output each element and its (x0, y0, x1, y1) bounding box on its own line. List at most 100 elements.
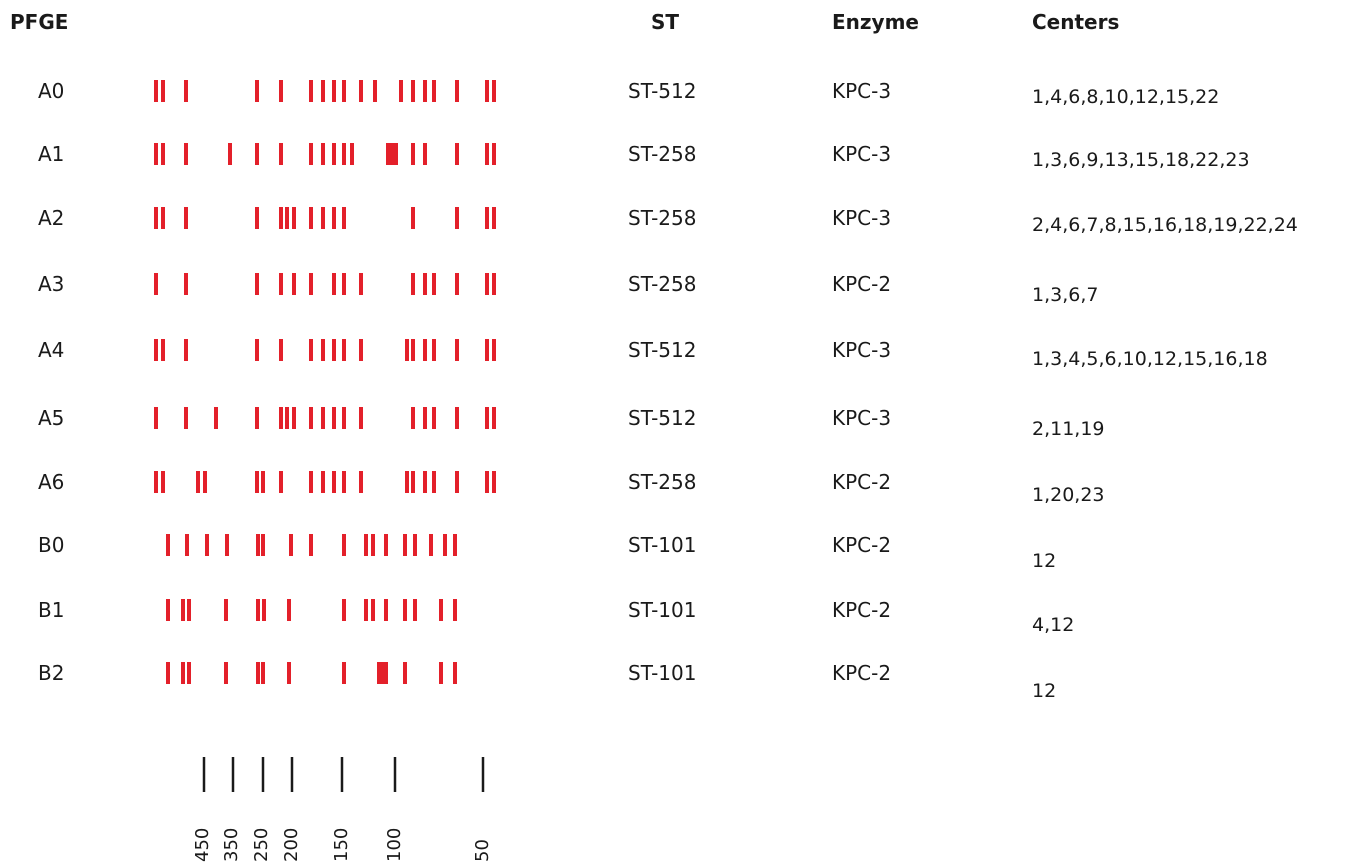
gel-band (432, 80, 436, 102)
isolate-name: A1 (38, 142, 65, 166)
gel-band (287, 662, 291, 684)
gel-band (309, 534, 313, 556)
gel-band (359, 407, 363, 429)
gel-band (321, 471, 325, 493)
st-value: ST-258 (628, 272, 697, 296)
gel-band (332, 80, 336, 102)
st-value: ST-512 (628, 338, 697, 362)
gel-band (485, 143, 489, 165)
isolate-name: A5 (38, 406, 65, 430)
gel-band (411, 207, 415, 229)
gel-band (373, 80, 377, 102)
centers-value: 2,11,19 (1032, 418, 1105, 440)
centers-value: 12 (1032, 680, 1057, 702)
gel-band (342, 407, 346, 429)
gel-band (359, 471, 363, 493)
enzyme-value: KPC-3 (832, 79, 892, 103)
isolate-name: A2 (38, 206, 65, 230)
isolate-name: A3 (38, 272, 65, 296)
gel-band (256, 662, 260, 684)
gel-band (214, 407, 218, 429)
centers-value: 1,3,4,5,6,10,12,15,16,18 (1032, 348, 1268, 370)
gel-band (492, 471, 496, 493)
gel-band (411, 339, 415, 361)
centers-value: 12 (1032, 550, 1057, 572)
isolate-name: B1 (38, 598, 65, 622)
gel-band (187, 662, 191, 684)
gel-band (364, 534, 368, 556)
isolate-name: B2 (38, 661, 65, 685)
gel-band (154, 471, 158, 493)
gel-band (342, 80, 346, 102)
gel-band (255, 207, 259, 229)
gel-band (161, 80, 165, 102)
gel-band (292, 207, 296, 229)
gel-band (261, 534, 265, 556)
gel-band (332, 273, 336, 295)
enzyme-value: KPC-3 (832, 142, 892, 166)
gel-band (187, 599, 191, 621)
gel-band (184, 339, 188, 361)
gel-band (279, 339, 283, 361)
gel-band (439, 599, 443, 621)
gel-band (289, 534, 293, 556)
enzyme-value: KPC-2 (832, 598, 892, 622)
gel-band (255, 339, 259, 361)
gel-band (453, 599, 457, 621)
gel-band (181, 599, 185, 621)
gel-band (403, 534, 407, 556)
gel-band (342, 471, 346, 493)
centers-value: 1,20,23 (1032, 484, 1105, 506)
gel-band (184, 80, 188, 102)
enzyme-value: KPC-2 (832, 272, 892, 296)
gel-band (255, 407, 259, 429)
gel-band (403, 662, 407, 684)
gel-band (332, 207, 336, 229)
gel-band (423, 407, 427, 429)
gel-band (342, 143, 346, 165)
gel-band (423, 339, 427, 361)
gel-band (455, 407, 459, 429)
gel-band (413, 534, 417, 556)
gel-band (371, 534, 375, 556)
gel-band (342, 207, 346, 229)
gel-band (321, 407, 325, 429)
st-value: ST-258 (628, 206, 697, 230)
gel-band (166, 534, 170, 556)
gel-band (485, 80, 489, 102)
gel-band (279, 273, 283, 295)
gel-band (342, 599, 346, 621)
gel-band (205, 534, 209, 556)
st-value: ST-101 (628, 661, 697, 685)
gel-band (432, 407, 436, 429)
gel-band (411, 143, 415, 165)
gel-band (455, 80, 459, 102)
gel-band (405, 471, 409, 493)
centers-value: 4,12 (1032, 614, 1075, 636)
gel-band (455, 207, 459, 229)
st-value: ST-512 (628, 79, 697, 103)
gel-band (411, 407, 415, 429)
st-value: ST-101 (628, 598, 697, 622)
gel-band (342, 273, 346, 295)
gel-band (309, 207, 313, 229)
gel-band (381, 662, 385, 684)
gel-band (432, 273, 436, 295)
gel-band (492, 80, 496, 102)
scale-label: 250 (251, 827, 272, 862)
gel-band (332, 471, 336, 493)
gel-band (377, 662, 381, 684)
isolate-name: B0 (38, 533, 65, 557)
gel-band (321, 143, 325, 165)
st-value: ST-258 (628, 142, 697, 166)
gel-band (166, 662, 170, 684)
gel-band (309, 80, 313, 102)
gel-band (455, 339, 459, 361)
gel-band (309, 339, 313, 361)
isolate-name: A0 (38, 79, 65, 103)
gel-band (453, 534, 457, 556)
gel-band (154, 407, 158, 429)
gel-band (228, 143, 232, 165)
gel-band (261, 471, 265, 493)
gel-band (485, 407, 489, 429)
